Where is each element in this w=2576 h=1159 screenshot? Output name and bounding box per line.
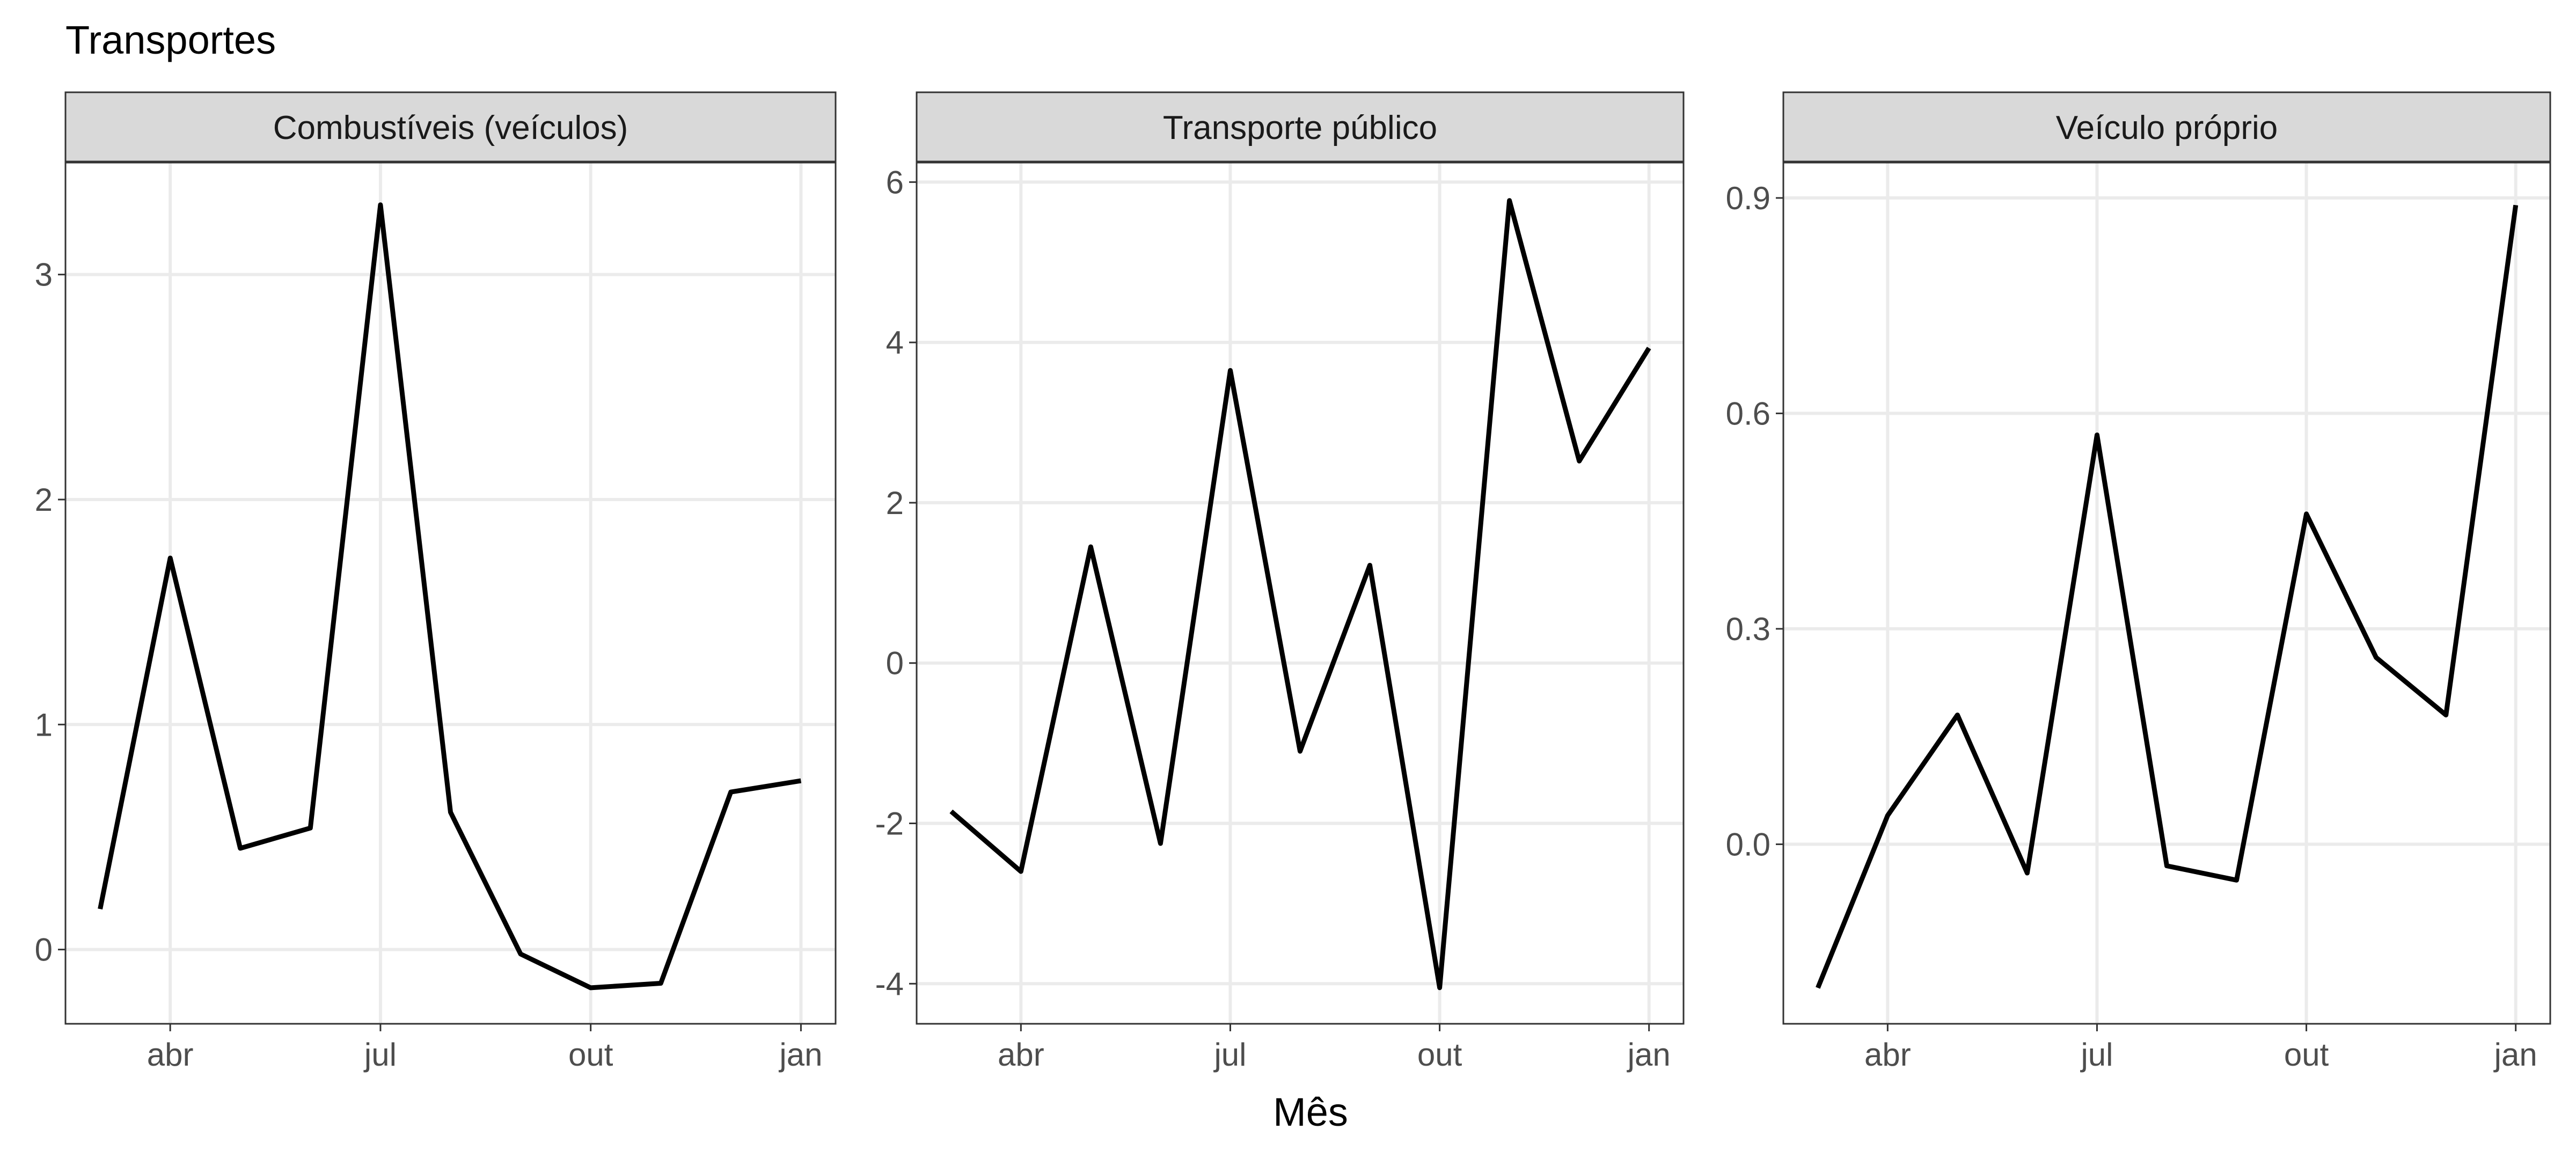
series-line <box>98 202 802 991</box>
y-tick-label: 3 <box>35 257 53 293</box>
y-tick-label: 2 <box>35 482 53 518</box>
y-tick-label: 0.3 <box>1726 611 1770 647</box>
x-tick-label: abr <box>147 1037 194 1073</box>
facet-strip-label: Combustíveis (veículos) <box>273 109 628 146</box>
x-tick-label: abr <box>1864 1037 1911 1073</box>
x-tick-label: jul <box>1213 1037 1246 1073</box>
facet-strip-label: Transporte público <box>1163 109 1437 146</box>
x-tick-label: jan <box>1627 1037 1671 1073</box>
series-line <box>949 198 1651 991</box>
y-tick-label: 2 <box>886 485 904 521</box>
panel-background <box>65 162 836 1024</box>
facet-strip <box>1782 91 2551 163</box>
facet-panel: Combustíveis (veículos) 0 1 2 3 abr jul out jan <box>35 91 837 1073</box>
x-tick-label: abr <box>998 1037 1044 1073</box>
x-tick-label: jan <box>778 1037 822 1073</box>
chart-title: Transportes <box>65 18 276 62</box>
y-tick-label: 0.9 <box>1726 180 1770 216</box>
panel-background <box>917 162 1684 1024</box>
x-axis-title: Mês <box>1273 1090 1348 1134</box>
y-tick-label: 6 <box>886 164 904 200</box>
y-tick-label: 0 <box>886 645 904 681</box>
y-tick-label: 4 <box>886 325 904 361</box>
y-tick-label: 1 <box>35 707 53 743</box>
y-tick-label: -2 <box>875 806 904 842</box>
panel-background <box>1783 162 2550 1024</box>
y-tick-label: 0 <box>35 932 53 968</box>
x-tick-label: out <box>568 1037 613 1073</box>
x-tick-label: out <box>1417 1037 1462 1073</box>
x-tick-label: out <box>2284 1037 2329 1073</box>
facet-strip-label: Veículo próprio <box>2056 109 2278 146</box>
y-tick-label: 0.6 <box>1726 395 1770 431</box>
x-tick-label: jul <box>2080 1037 2113 1073</box>
y-tick-label: -4 <box>875 966 904 1002</box>
x-tick-label: jan <box>2493 1037 2537 1073</box>
facet-panel: Veículo próprio 0.0 0.3 0.6 0.9 abr jul out jan <box>1726 91 2551 1073</box>
facet-panel: Transporte público -4 -2 0 2 4 6 abr jul out jan <box>875 91 1685 1073</box>
facet-strip <box>916 91 1685 163</box>
series-line <box>1816 204 2519 989</box>
y-tick-label: 0.0 <box>1726 826 1770 862</box>
x-tick-label: jul <box>363 1037 397 1073</box>
